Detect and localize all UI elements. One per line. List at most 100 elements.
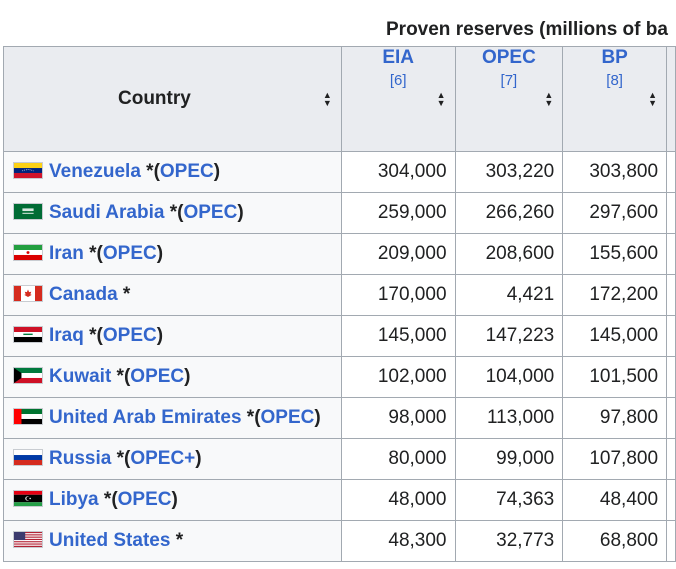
opec-value: 4,421 [454, 274, 564, 316]
column-header-bp[interactable]: BP [8] ▲ ▼ [562, 46, 668, 152]
column-header-eia-label[interactable]: EIA [382, 47, 415, 68]
paren-open: ( [96, 243, 103, 264]
saudi-arabia-flag-icon[interactable] [13, 203, 43, 220]
uae-flag-icon[interactable] [13, 408, 43, 425]
star-note: * [83, 243, 97, 264]
opec-value: 113,000 [454, 397, 564, 439]
opec-value: 99,000 [454, 438, 564, 480]
paren-open: ( [177, 202, 184, 223]
bp-value: 297,600 [562, 192, 668, 234]
iran-flag-icon[interactable] [13, 244, 43, 261]
paren-open: ( [254, 407, 261, 428]
column-header-opec-label[interactable]: OPEC [481, 47, 536, 68]
paren-close: ) [156, 243, 164, 264]
table-row: Libya *(OPEC) 48,000 74,363 48,400 [3, 479, 676, 521]
table-row: Saudi Arabia *(OPEC) 259,000 266,260 297… [3, 192, 676, 234]
opec-value: 32,773 [454, 520, 564, 562]
bp-value: 172,200 [562, 274, 668, 316]
column-header-bp-label[interactable]: BP [601, 47, 628, 68]
org-link[interactable]: OPEC [102, 243, 157, 264]
country-cell: Venezuela *(OPEC) [3, 151, 342, 193]
org-link[interactable]: OPEC [102, 325, 157, 346]
cutoff-cell [666, 192, 676, 234]
sort-icon[interactable]: ▲ ▼ [322, 90, 332, 108]
country-link[interactable]: Kuwait [49, 366, 112, 387]
country-link[interactable]: Iran [49, 243, 84, 264]
country-link[interactable]: United Arab Emirates [49, 407, 242, 428]
eia-value: 80,000 [340, 438, 456, 480]
cutoff-cell [666, 479, 676, 521]
org-link[interactable]: OPEC+ [130, 448, 196, 469]
country-link[interactable]: Saudi Arabia [49, 202, 165, 223]
country-link[interactable]: Iraq [49, 325, 84, 346]
paren-close: ) [314, 407, 321, 428]
eia-value: 48,300 [340, 520, 456, 562]
paren-close: ) [184, 366, 191, 387]
opec-reference-link[interactable]: [7] [500, 72, 518, 89]
country-link[interactable]: Russia [49, 448, 112, 469]
country-cell: Kuwait *(OPEC) [3, 356, 342, 398]
bp-reference-link[interactable]: [8] [606, 72, 623, 89]
country-link[interactable]: United States [49, 530, 171, 551]
cutoff-cell [666, 520, 676, 562]
org-link[interactable]: OPEC [260, 407, 315, 428]
oil-reserves-table: Country ▲ ▼ EIA [6] ▲ ▼ OPEC [7] ▲ ▼ BP [8]… [3, 46, 676, 562]
sort-icon[interactable]: ▲ ▼ [436, 90, 446, 108]
opec-value: 104,000 [454, 356, 564, 398]
star-note: * [164, 202, 178, 223]
country-cell: Canada * [3, 274, 342, 316]
sort-icon[interactable]: ▲ ▼ [544, 90, 554, 108]
country-link[interactable]: Canada [49, 284, 118, 305]
united-states-flag-icon[interactable] [13, 531, 43, 548]
paren-close: ) [171, 489, 178, 510]
cutoff-cell [666, 151, 676, 193]
bp-value: 155,600 [562, 233, 668, 275]
libya-flag-icon[interactable] [13, 490, 43, 507]
column-header-eia[interactable]: EIA [6] ▲ ▼ [340, 46, 456, 152]
eia-value: 98,000 [340, 397, 456, 439]
paren-open: ( [124, 448, 131, 469]
cutoff-cell [666, 315, 676, 357]
eia-reference-link[interactable]: [6] [389, 72, 407, 89]
country-link[interactable]: Libya [49, 489, 99, 510]
eia-value: 259,000 [340, 192, 456, 234]
star-note: * [83, 325, 97, 346]
opec-value: 74,363 [454, 479, 564, 521]
russia-flag-icon[interactable] [13, 449, 43, 466]
kuwait-flag-icon[interactable] [13, 367, 43, 384]
star-note: * [111, 366, 124, 387]
paren-open: ( [153, 161, 160, 182]
eia-value: 102,000 [340, 356, 456, 398]
column-header-opec[interactable]: OPEC [7] ▲ ▼ [454, 46, 564, 152]
cutoff-cell [666, 233, 676, 275]
org-link[interactable]: OPEC [130, 366, 185, 387]
opec-value: 147,223 [454, 315, 564, 357]
org-link[interactable]: OPEC [159, 161, 214, 182]
sort-icon[interactable]: ▲ ▼ [648, 90, 658, 108]
cutoff-cell [666, 438, 676, 480]
eia-value: 170,000 [340, 274, 456, 316]
cutoff-cell [666, 356, 676, 398]
paren-close: ) [237, 202, 244, 223]
opec-value: 266,260 [454, 192, 564, 234]
bp-value: 97,800 [562, 397, 668, 439]
paren-open: ( [123, 366, 131, 387]
table-row: United Arab Emirates *(OPEC) 98,000 113,… [3, 397, 676, 439]
country-link[interactable]: Venezuela [49, 161, 141, 182]
paren-close: ) [195, 448, 202, 469]
org-link[interactable]: OPEC [117, 489, 172, 510]
cutoff-cell [666, 274, 676, 316]
canada-flag-icon[interactable] [13, 285, 43, 302]
iraq-flag-icon[interactable] [13, 326, 43, 343]
header-row: Country ▲ ▼ EIA [6] ▲ ▼ OPEC [7] ▲ ▼ BP [8]… [3, 46, 676, 152]
column-header-country[interactable]: Country ▲ ▼ [3, 46, 342, 152]
column-header-country-label: Country [118, 88, 191, 109]
country-cell: Saudi Arabia *(OPEC) [3, 192, 342, 234]
star-note: * [98, 489, 112, 510]
org-link[interactable]: OPEC [183, 202, 238, 223]
venezuela-flag-icon[interactable] [13, 162, 43, 179]
table-row: Canada * 170,000 4,421 172,200 [3, 274, 676, 316]
star-note: * [111, 448, 124, 469]
star-note: * [117, 284, 131, 305]
eia-value: 304,000 [340, 151, 456, 193]
